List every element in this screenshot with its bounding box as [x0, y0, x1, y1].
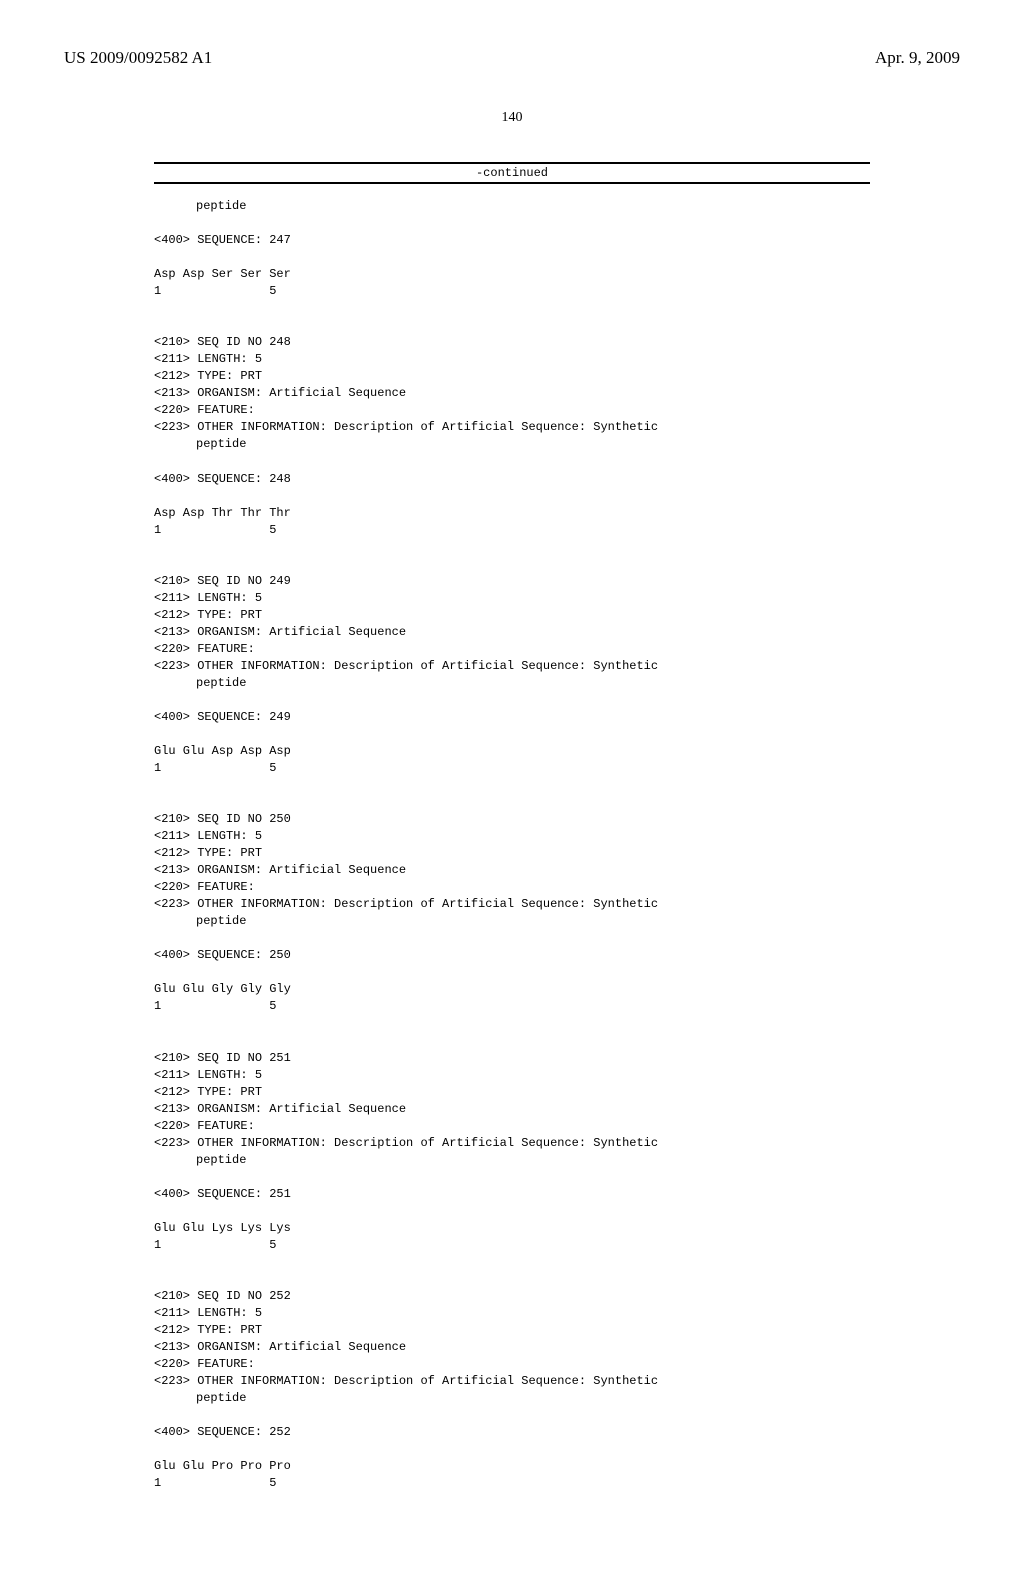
sequence-meta-line: <211> LENGTH: 5 [154, 1067, 960, 1084]
peptide-indent-line: peptide [196, 675, 960, 692]
blank-line [154, 317, 960, 334]
publication-date: Apr. 9, 2009 [875, 48, 960, 68]
blank-line [154, 794, 960, 811]
sequence-meta-line: <213> ORGANISM: Artificial Sequence [154, 1101, 960, 1118]
publication-number: US 2009/0092582 A1 [64, 48, 212, 68]
sequence-meta-line: <210> SEQ ID NO 248 [154, 334, 960, 351]
amino-acid-line: Glu Glu Gly Gly Gly [154, 981, 960, 998]
blank-line [154, 1203, 960, 1220]
sequence-400-line: <400> SEQUENCE: 252 [154, 1424, 960, 1441]
peptide-indent-line: peptide [196, 198, 960, 215]
blank-line [154, 930, 960, 947]
blank-line [154, 692, 960, 709]
position-numbers-line: 1 5 [154, 998, 960, 1015]
sequence-400-line: <400> SEQUENCE: 250 [154, 947, 960, 964]
position-numbers-line: 1 5 [154, 522, 960, 539]
blank-line [154, 556, 960, 573]
sequence-400-line: <400> SEQUENCE: 249 [154, 709, 960, 726]
blank-line [154, 964, 960, 981]
sequence-meta-line: <220> FEATURE: [154, 1118, 960, 1135]
sequence-meta-line: <212> TYPE: PRT [154, 1322, 960, 1339]
blank-line [154, 1016, 960, 1033]
sequence-meta-line: <212> TYPE: PRT [154, 1084, 960, 1101]
sequence-meta-line: <212> TYPE: PRT [154, 368, 960, 385]
blank-line [154, 300, 960, 317]
peptide-indent-line: peptide [196, 436, 960, 453]
sequence-meta-line: <220> FEATURE: [154, 879, 960, 896]
sequence-meta-line: <212> TYPE: PRT [154, 845, 960, 862]
continued-label: -continued [154, 166, 870, 180]
amino-acid-line: Glu Glu Asp Asp Asp [154, 743, 960, 760]
blank-line [154, 1169, 960, 1186]
page-header: US 2009/0092582 A1 Apr. 9, 2009 [64, 48, 960, 68]
blank-line [154, 215, 960, 232]
position-numbers-line: 1 5 [154, 760, 960, 777]
horizontal-rule-top [154, 162, 870, 164]
blank-line [154, 1254, 960, 1271]
peptide-indent-line: peptide [196, 913, 960, 930]
sequence-meta-line: <223> OTHER INFORMATION: Description of … [154, 1373, 960, 1390]
sequence-meta-line: <210> SEQ ID NO 249 [154, 573, 960, 590]
amino-acid-line: Asp Asp Ser Ser Ser [154, 266, 960, 283]
position-numbers-line: 1 5 [154, 283, 960, 300]
blank-line [154, 1407, 960, 1424]
blank-line [154, 1492, 960, 1509]
amino-acid-line: Asp Asp Thr Thr Thr [154, 505, 960, 522]
sequence-meta-line: <210> SEQ ID NO 250 [154, 811, 960, 828]
amino-acid-line: Glu Glu Pro Pro Pro [154, 1458, 960, 1475]
sequence-meta-line: <213> ORGANISM: Artificial Sequence [154, 1339, 960, 1356]
sequence-meta-line: <223> OTHER INFORMATION: Description of … [154, 1135, 960, 1152]
sequence-meta-line: <212> TYPE: PRT [154, 607, 960, 624]
sequence-meta-line: <211> LENGTH: 5 [154, 351, 960, 368]
sequence-meta-line: <223> OTHER INFORMATION: Description of … [154, 419, 960, 436]
sequence-meta-line: <220> FEATURE: [154, 641, 960, 658]
sequence-meta-line: <220> FEATURE: [154, 1356, 960, 1373]
continued-divider: -continued [154, 162, 870, 184]
sequence-meta-line: <210> SEQ ID NO 251 [154, 1050, 960, 1067]
position-numbers-line: 1 5 [154, 1237, 960, 1254]
blank-line [154, 488, 960, 505]
sequence-meta-line: <220> FEATURE: [154, 402, 960, 419]
sequence-meta-line: <223> OTHER INFORMATION: Description of … [154, 658, 960, 675]
blank-line [154, 453, 960, 470]
sequence-meta-line: <213> ORGANISM: Artificial Sequence [154, 862, 960, 879]
sequence-meta-line: <211> LENGTH: 5 [154, 590, 960, 607]
sequence-400-line: <400> SEQUENCE: 247 [154, 232, 960, 249]
peptide-indent-line: peptide [196, 1152, 960, 1169]
sequence-400-line: <400> SEQUENCE: 251 [154, 1186, 960, 1203]
position-numbers-line: 1 5 [154, 1475, 960, 1492]
horizontal-rule-bottom [154, 182, 870, 184]
sequence-meta-line: <210> SEQ ID NO 252 [154, 1288, 960, 1305]
sequence-meta-line: <211> LENGTH: 5 [154, 828, 960, 845]
sequence-listing: peptide <400> SEQUENCE: 247 Asp Asp Ser … [154, 198, 960, 1526]
sequence-meta-line: <213> ORGANISM: Artificial Sequence [154, 624, 960, 641]
sequence-400-line: <400> SEQUENCE: 248 [154, 471, 960, 488]
blank-line [154, 726, 960, 743]
amino-acid-line: Glu Glu Lys Lys Lys [154, 1220, 960, 1237]
blank-line [154, 1033, 960, 1050]
blank-line [154, 1509, 960, 1526]
blank-line [154, 777, 960, 794]
blank-line [154, 1271, 960, 1288]
blank-line [154, 539, 960, 556]
blank-line [154, 249, 960, 266]
sequence-meta-line: <213> ORGANISM: Artificial Sequence [154, 385, 960, 402]
blank-line [154, 1441, 960, 1458]
page-container: US 2009/0092582 A1 Apr. 9, 2009 140 -con… [0, 0, 1024, 1590]
sequence-meta-line: <223> OTHER INFORMATION: Description of … [154, 896, 960, 913]
peptide-indent-line: peptide [196, 1390, 960, 1407]
page-number: 140 [64, 110, 960, 126]
